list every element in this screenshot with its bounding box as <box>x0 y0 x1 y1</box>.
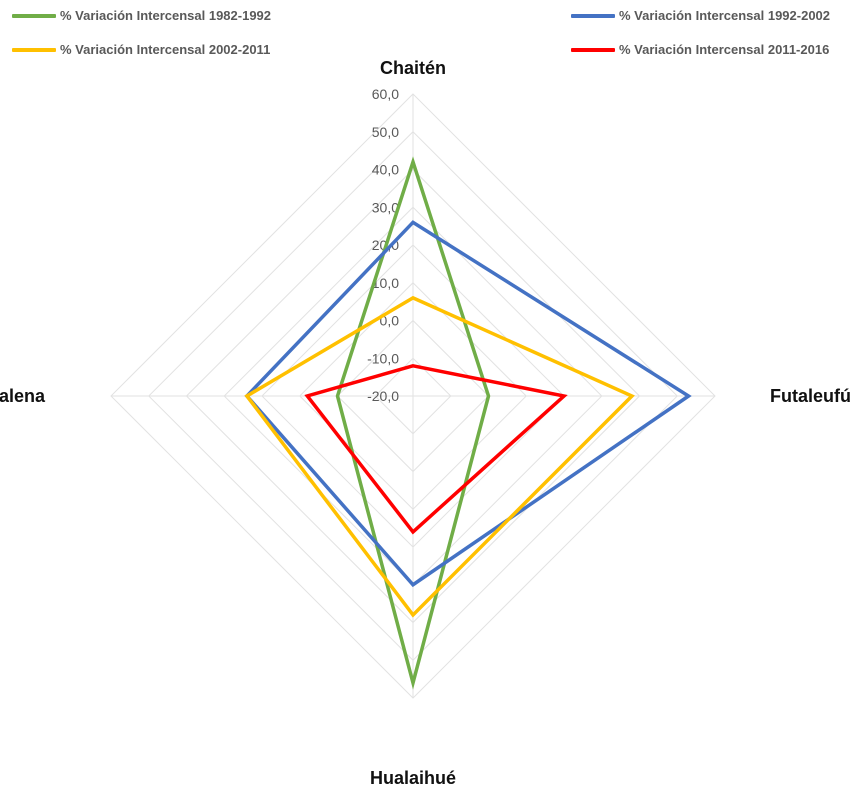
tick-label: 60,0 <box>372 86 399 102</box>
legend-label: % Variación Intercensal 1982-1992 <box>60 8 272 23</box>
series-line-2 <box>244 295 635 618</box>
series-line-1 <box>244 220 692 588</box>
legend-label: % Variación Intercensal 2002-2011 <box>60 42 271 57</box>
legend-item-2011-2016: % Variación Intercensal 2011-2016 <box>571 42 829 57</box>
tick-label: 30,0 <box>372 199 399 215</box>
radial-tick-labels: 60,050,040,030,020,010,00,0-10,0-20,0 <box>367 86 399 404</box>
series-line-3 <box>304 364 568 535</box>
category-labels: Chaitén Futaleufú Hualaihué Palena <box>0 58 851 788</box>
legend-item-1982-1992: % Variación Intercensal 1982-1992 <box>12 8 271 23</box>
legend-item-1992-2002: % Variación Intercensal 1992-2002 <box>571 8 830 23</box>
tick-label: 50,0 <box>372 124 399 140</box>
legend-swatch <box>571 47 615 52</box>
legend-swatch <box>12 13 56 18</box>
radar-grid <box>110 93 716 699</box>
radar-series <box>244 156 692 690</box>
series-line-0 <box>335 156 491 690</box>
tick-label: -20,0 <box>367 388 399 404</box>
tick-label: -10,0 <box>367 350 399 366</box>
legend-label: % Variación Intercensal 2011-2016 <box>619 42 830 57</box>
legend-swatch <box>12 47 56 52</box>
category-label-hualaihue: Hualaihué <box>370 768 456 788</box>
category-label-palena: Palena <box>0 386 46 406</box>
tick-label: 40,0 <box>372 162 399 178</box>
tick-label: 10,0 <box>372 275 399 291</box>
legend-label: % Variación Intercensal 1992-2002 <box>619 8 831 23</box>
category-label-chaiten: Chaitén <box>380 58 446 78</box>
legend-item-2002-2011: % Variación Intercensal 2002-2011 <box>12 42 270 57</box>
category-label-futaleufu: Futaleufú <box>770 386 851 406</box>
legend-swatch <box>571 13 615 18</box>
